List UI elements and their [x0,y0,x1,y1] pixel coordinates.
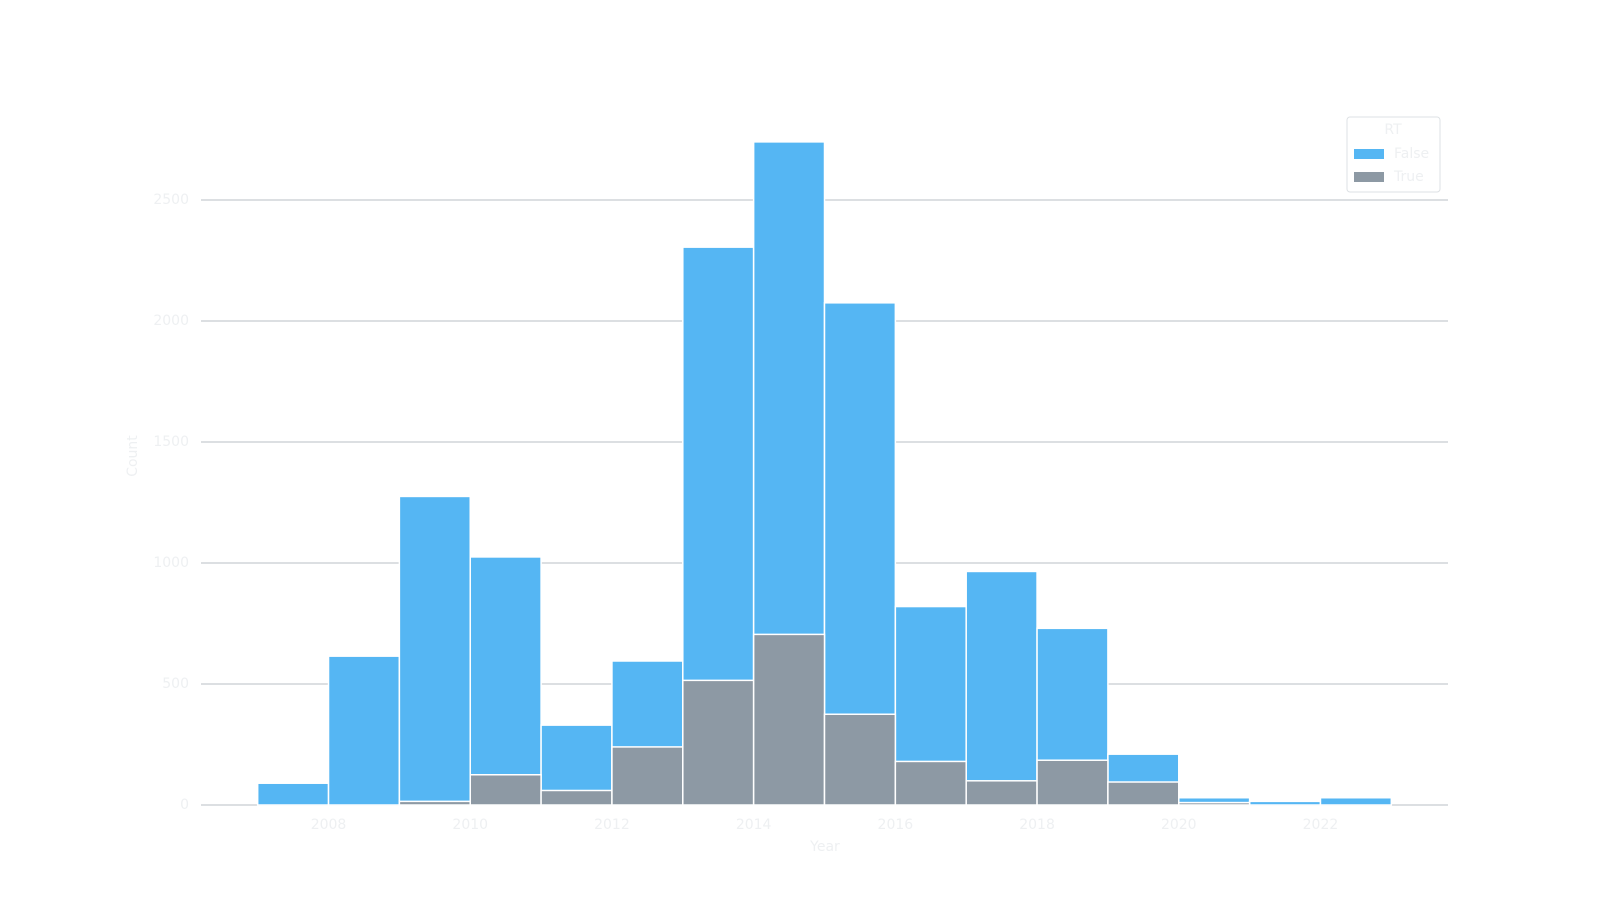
bar [1248,800,1322,806]
legend-swatch [1354,172,1384,182]
bar [398,800,471,806]
x-tick-label: 2022 [1303,817,1339,833]
x-tick-label: 2010 [452,817,488,833]
bar [540,789,613,806]
x-tick-label: 2018 [1019,817,1055,833]
y-tick-label: 1500 [153,434,189,450]
bar [327,655,401,806]
bar [611,746,684,806]
bar [1036,759,1109,806]
bar [894,760,967,806]
bar [398,495,471,806]
legend-label: True [1393,169,1424,185]
legend-label: False [1394,146,1429,162]
bar [682,679,755,806]
y-tick-label: 2000 [153,313,189,329]
bar [469,556,542,806]
bar [1319,796,1393,806]
bar [256,782,330,806]
x-tick-label: 2012 [594,817,630,833]
y-tick-label: 500 [162,676,189,692]
y-tick-label: 1000 [153,555,189,571]
bar [1178,801,1251,806]
bar [1107,781,1180,806]
legend-title: RT [1384,122,1402,138]
bar [469,773,542,806]
x-tick-label: 2020 [1161,817,1197,833]
x-tick-label: 2016 [878,817,914,833]
legend-swatch [1354,149,1384,159]
y-tick-label: 0 [180,797,189,813]
bar [965,780,1038,806]
x-axis-label: Year [809,839,840,855]
x-tick-label: 2008 [311,817,347,833]
y-tick-label: 2500 [153,192,189,208]
x-tick-label: 2014 [736,817,772,833]
bar [823,713,897,806]
y-axis-label: Count [125,435,141,477]
bar [965,570,1038,806]
bar [752,633,826,806]
